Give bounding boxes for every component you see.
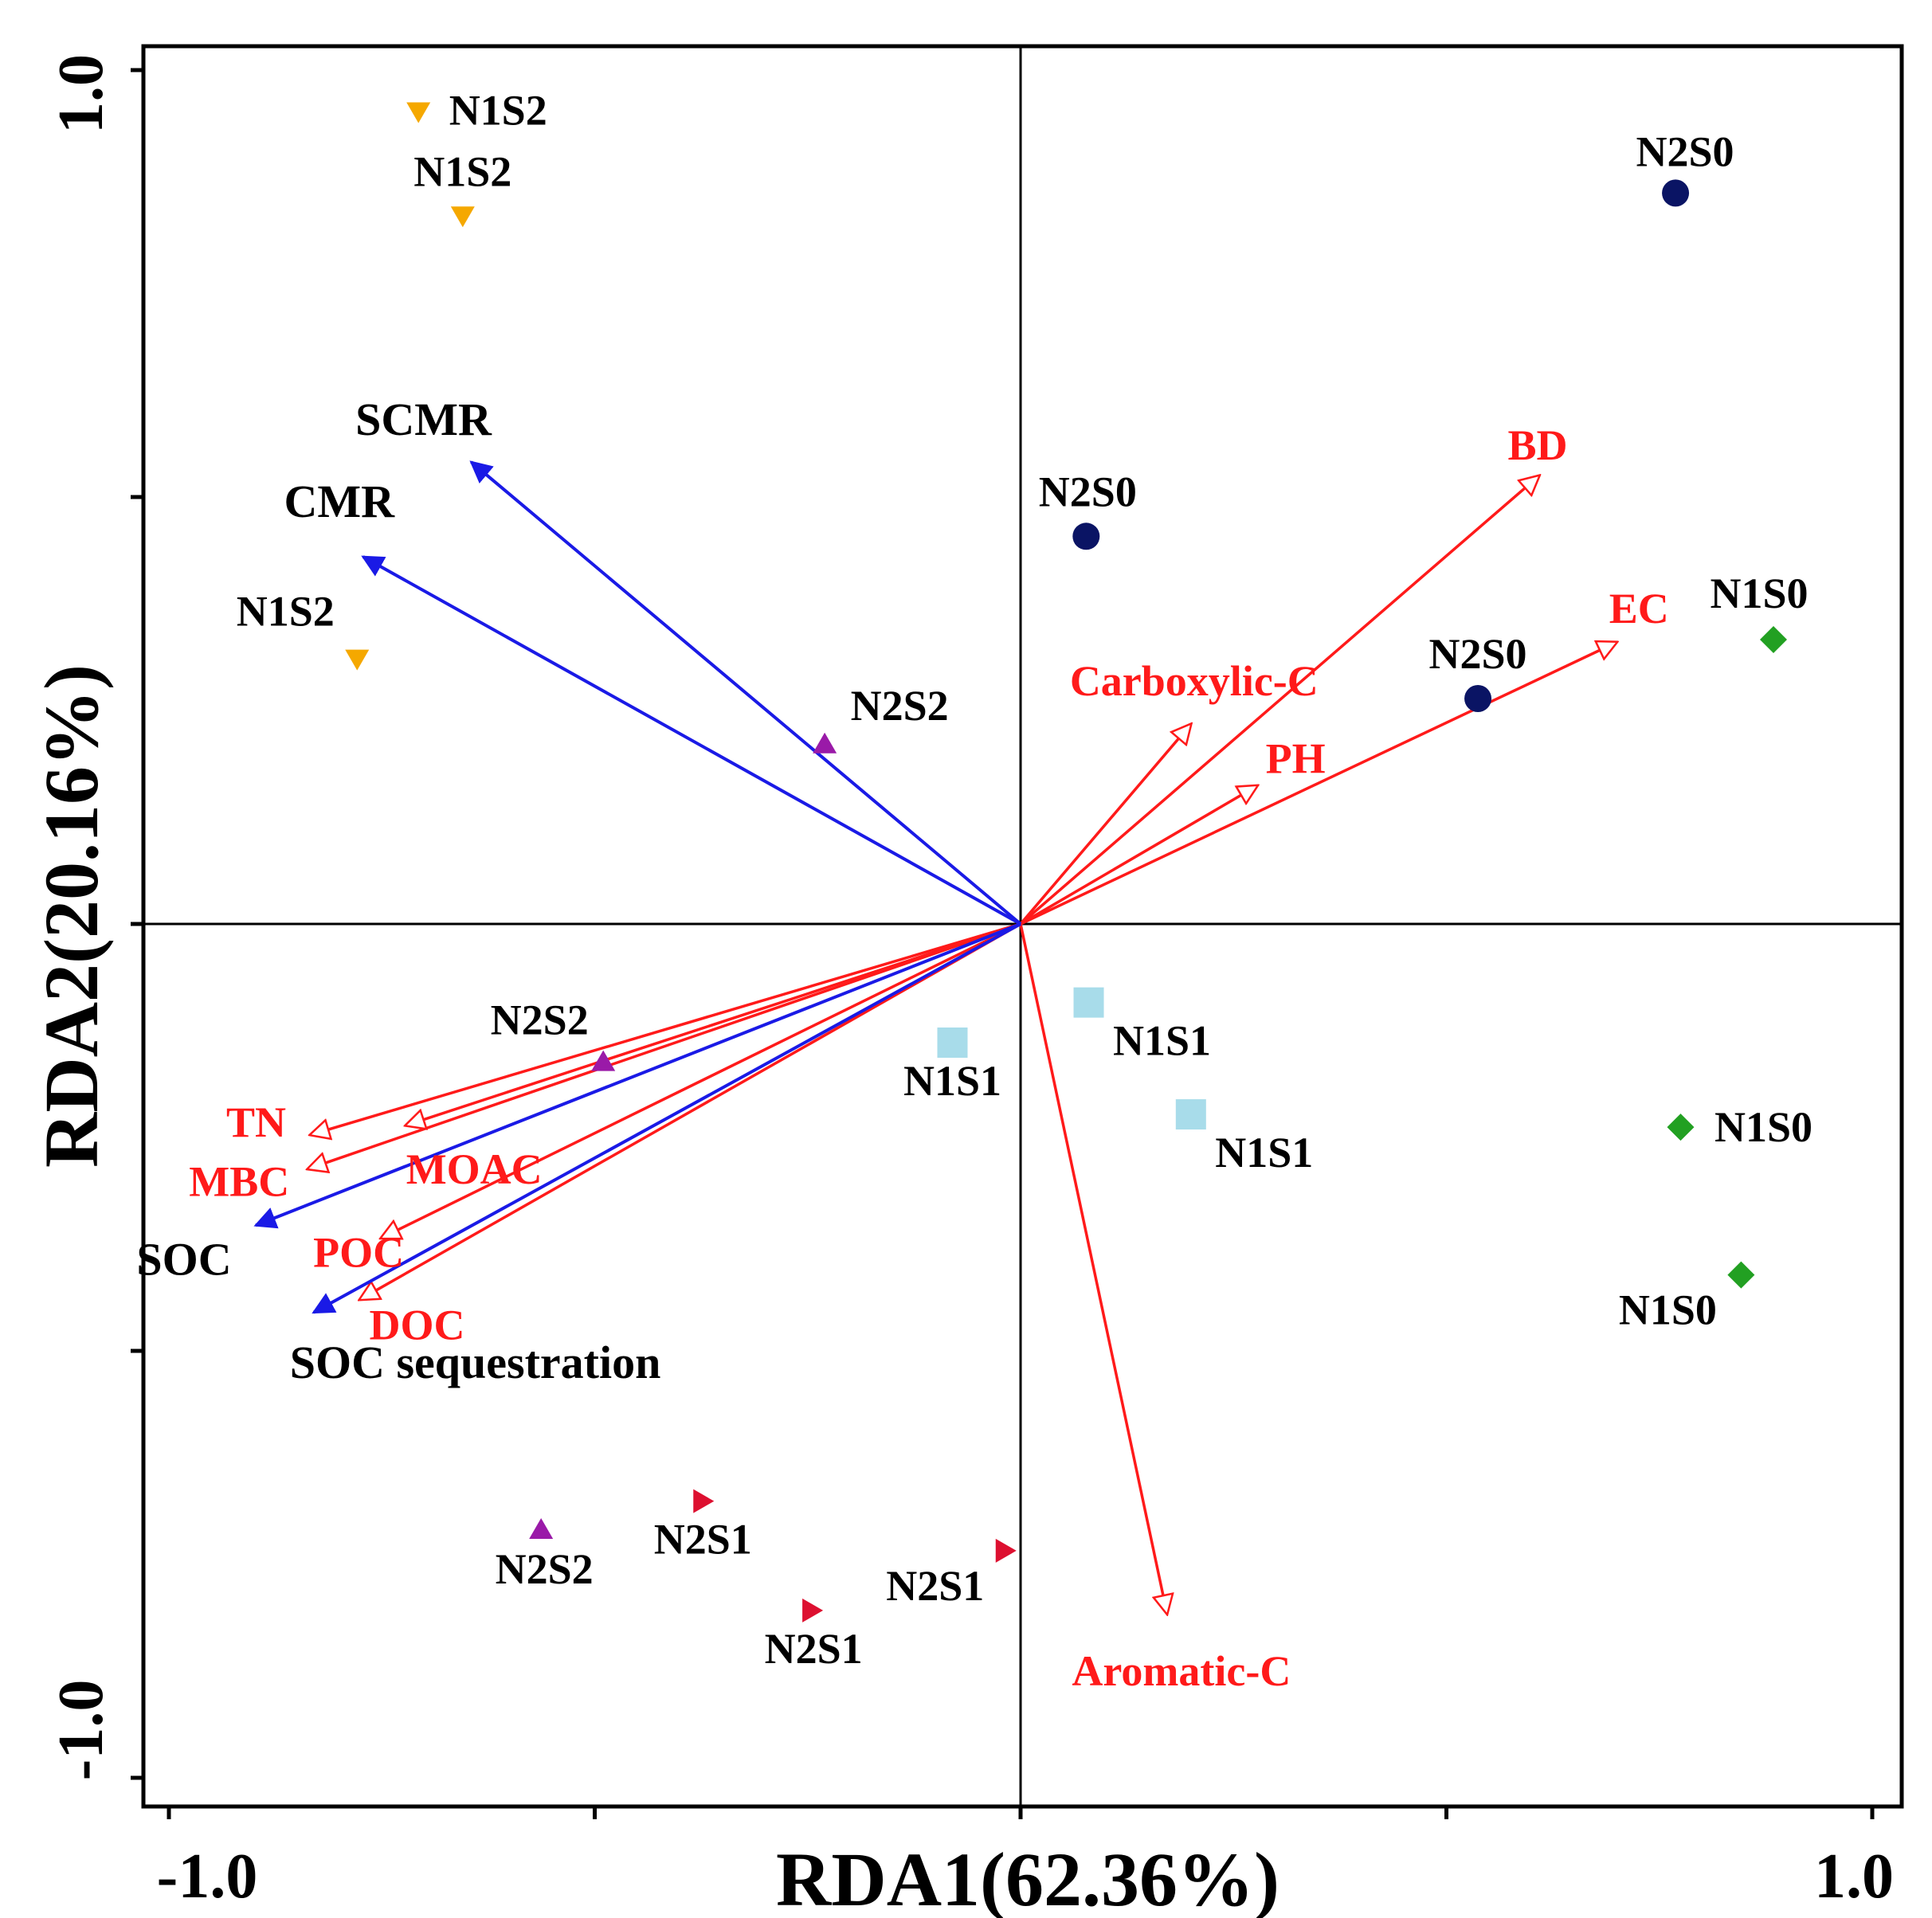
vector-bd [1019, 476, 1539, 926]
sample-point-n2s1 [802, 1598, 824, 1622]
vector-label-scmr: SCMR [355, 393, 492, 445]
sample-point-n1s1 [1073, 987, 1104, 1018]
vector-label-poc: POC [313, 1228, 404, 1276]
sample-labels: N1S2 N1S2 N1S2 N2S0 N2S0 N2S0 N1S0 N1S0 N1S0 N2S2… [237, 87, 1812, 1673]
sample-point-n1s2 [345, 649, 370, 671]
sample-label: N1S0 [1619, 1286, 1717, 1334]
vector-tn [310, 922, 1021, 1135]
sample-point-n2s2 [813, 732, 837, 754]
vector-cmr [361, 555, 1021, 926]
explanatory-vectors [308, 476, 1617, 1614]
vector-label-mbc: MBC [189, 1158, 289, 1206]
sample-point-n1s2 [406, 102, 431, 123]
vector-aromatic-c [1019, 923, 1167, 1614]
sample-label: N2S0 [1429, 630, 1527, 678]
sample-point-n2s0 [1662, 179, 1690, 207]
vector-label-cmr: CMR [284, 476, 395, 527]
sample-label: N1S1 [1113, 1017, 1211, 1065]
vector-label-ph: PH [1266, 734, 1326, 782]
sample-label: N2S1 [886, 1562, 984, 1610]
sample-point-n1s1 [937, 1028, 968, 1059]
vector-label-doc: DOC [369, 1302, 464, 1349]
vector-label-aromatic-c: Aromatic-C [1072, 1647, 1291, 1695]
sample-point-n1s1 [1175, 1099, 1206, 1130]
sample-label: N1S2 [449, 87, 547, 135]
vector-poc [381, 922, 1021, 1238]
vector-ph [1020, 785, 1257, 926]
sample-label: N1S0 [1715, 1103, 1812, 1151]
sample-label: N2S2 [851, 682, 949, 730]
vector-label-bd: BD [1508, 421, 1568, 469]
sample-point-n2s1 [995, 1538, 1017, 1563]
sample-label: N2S2 [491, 996, 589, 1044]
vector-doc [359, 922, 1021, 1300]
vector-ec [1020, 642, 1617, 926]
vector-soc [253, 922, 1021, 1229]
sample-point-n1s0 [1667, 1114, 1695, 1141]
sample-point-n2s0 [1072, 523, 1100, 550]
x-tick-label-max: 1.0 [1814, 1842, 1894, 1912]
sample-point-n2s2 [591, 1050, 616, 1071]
vector-label-carboxylic-c: Carboxylic-C [1070, 657, 1319, 705]
y-axis-title: RDA2(20.16%) [29, 664, 114, 1168]
plot-frame [141, 44, 1904, 1809]
vector-scmr [469, 460, 1022, 926]
x-axis-title: RDA1(62.36%) [776, 1837, 1280, 1918]
sample-point-n2s2 [529, 1518, 554, 1540]
sample-label: N2S1 [765, 1625, 863, 1673]
vector-soc-sequestration [312, 922, 1021, 1314]
sample-point-n1s0 [1727, 1261, 1755, 1289]
sample-points [345, 102, 1787, 1622]
sample-point-n1s0 [1759, 626, 1787, 654]
vector-label-tn: TN [226, 1098, 286, 1146]
sample-label: N1S1 [1215, 1129, 1313, 1176]
y-tick-label-min: -1.0 [46, 1680, 116, 1781]
vector-label-moac: MOAC [406, 1145, 543, 1193]
sample-label: N2S2 [496, 1545, 594, 1593]
response-vectors [253, 460, 1022, 1314]
y-axis-ticks [131, 68, 143, 1780]
sample-label: N1S1 [903, 1057, 1001, 1105]
vector-labels: BD EC Carboxylic-C PH Aromatic-C TN MBC MOACPOC… [136, 393, 1668, 1695]
vector-label-soc-sequestration: SOC sequestration [290, 1337, 661, 1388]
sample-label: N1S2 [413, 147, 511, 195]
x-axis-ticks [167, 1806, 1875, 1819]
sample-point-n2s0 [1464, 684, 1492, 712]
sample-label: N1S0 [1710, 570, 1808, 617]
sample-point-n2s1 [693, 1489, 715, 1513]
x-tick-label-min: -1.0 [157, 1842, 258, 1912]
origin-reference-lines [143, 46, 1902, 1806]
sample-point-n1s2 [450, 206, 475, 228]
vector-label-ec: EC [1609, 585, 1669, 632]
vector-carboxylic-c [1019, 724, 1191, 926]
vector-label-soc: SOC [136, 1233, 231, 1285]
sample-label: N2S1 [654, 1516, 752, 1564]
vector-mbc [308, 922, 1021, 1169]
y-tick-label-max: 1.0 [46, 54, 116, 134]
sample-label: N2S0 [1636, 127, 1734, 175]
vector-moac [406, 922, 1021, 1125]
sample-label: N1S2 [237, 588, 335, 636]
sample-label: N2S0 [1039, 468, 1137, 515]
